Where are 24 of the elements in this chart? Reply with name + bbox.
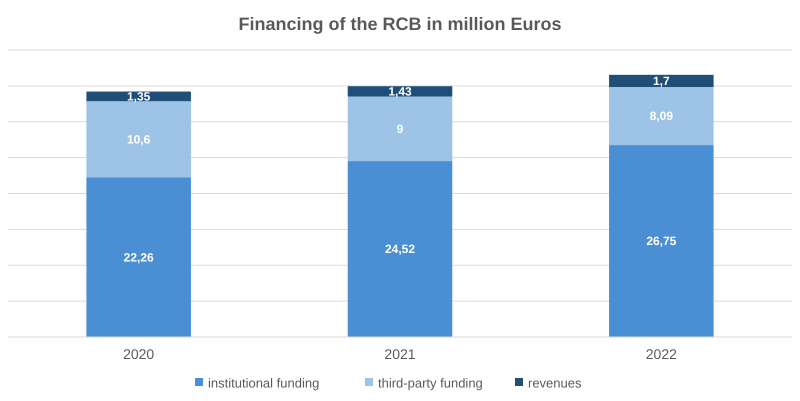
data-label: 1,35 [126, 90, 151, 104]
data-label: 1,43 [388, 84, 412, 99]
chart-title: Financing of the RCB in million Euros [238, 14, 562, 34]
data-label: 9 [396, 122, 404, 136]
bar [609, 87, 714, 146]
data-label: 1,7 [652, 74, 670, 88]
bar [609, 145, 714, 337]
data-label: 8,09 [650, 109, 674, 124]
bar [348, 86, 452, 96]
bar [348, 161, 452, 337]
bar [609, 74, 714, 88]
legend-label: institutional funding [208, 376, 320, 391]
x-tick-label: 2020 [123, 346, 154, 362]
data-label: 10,6 [126, 132, 151, 146]
bar [348, 96, 452, 162]
bar [86, 101, 191, 178]
data-label: 22,26 [124, 250, 154, 264]
bar [86, 177, 191, 337]
x-tick-label: 2021 [384, 346, 416, 362]
legend-label: third-party funding [378, 376, 483, 391]
data-label: 26,75 [646, 234, 677, 248]
x-tick-label: 2022 [646, 346, 678, 362]
data-label: 24,52 [384, 242, 416, 256]
legend-label: revenues [528, 376, 582, 391]
